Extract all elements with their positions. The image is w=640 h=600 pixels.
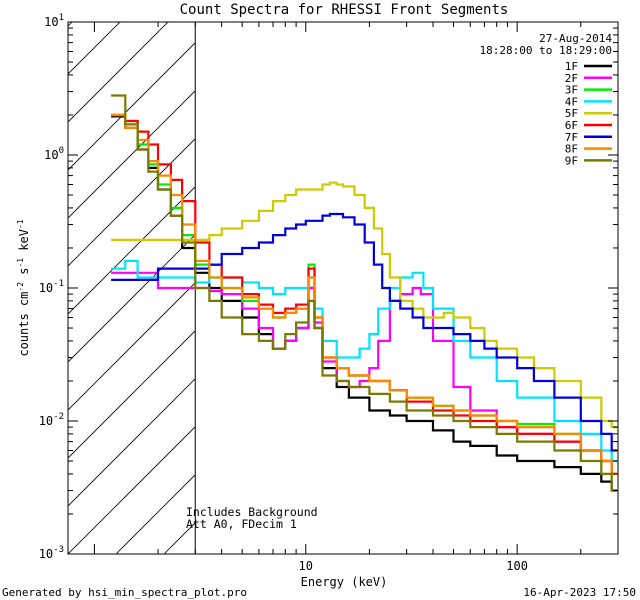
legend-time-range: 18:28:00 to 18:29:00 [480, 44, 612, 57]
series-line-5F [111, 181, 617, 429]
y-axis-label: counts cm-2 s-1 keV-1 [16, 219, 31, 356]
y-tick-label: 101 [44, 13, 64, 29]
legend-date: 27-Aug-2014 [539, 32, 612, 45]
annotation-background: Includes Background [186, 505, 318, 519]
legend-label-3F: 3F [565, 84, 578, 97]
x-tick-label: 100 [506, 559, 528, 573]
series-line-8F [111, 113, 617, 475]
series-line-9F [111, 94, 617, 492]
hatch-line [68, 378, 196, 507]
x-tick-label: 10 [299, 559, 313, 573]
legend-label-8F: 8F [565, 143, 578, 156]
legend-label-9F: 9F [565, 154, 578, 167]
hatch-line [68, 186, 196, 315]
legend-label-6F: 6F [565, 119, 578, 132]
legend-label-7F: 7F [565, 131, 578, 144]
series-line-7F [111, 212, 617, 452]
chart-title: Count Spectra for RHESSI Front Segments [180, 2, 509, 18]
x-axis-label: Energy (keV) [301, 575, 388, 589]
footer-generated-by: Generated by hsi_min_spectra_plot.pro [2, 586, 247, 599]
hatch-line [68, 426, 196, 554]
series-layer [111, 94, 617, 492]
axis-ticks: 10 100 10-3 10-2 10-1 100 101 [39, 13, 619, 573]
y-tick-label: 10-2 [39, 412, 64, 428]
legend-label-4F: 4F [565, 95, 578, 108]
y-tick-label: 100 [44, 146, 64, 162]
y-tick-label: 10-1 [39, 279, 64, 295]
annotation-attenuator: Att A0, FDecim 1 [186, 517, 297, 531]
legend-label-1F: 1F [565, 60, 578, 73]
hatch-line [68, 234, 196, 363]
hatched-region [68, 22, 196, 554]
hatch-line [68, 22, 169, 123]
y-tick-label: 10-3 [39, 545, 64, 561]
hatch-line [68, 42, 196, 171]
footer-timestamp: 16-Apr-2023 17:50 [523, 586, 636, 599]
legend-label-2F: 2F [565, 72, 578, 85]
legend-label-5F: 5F [565, 107, 578, 120]
